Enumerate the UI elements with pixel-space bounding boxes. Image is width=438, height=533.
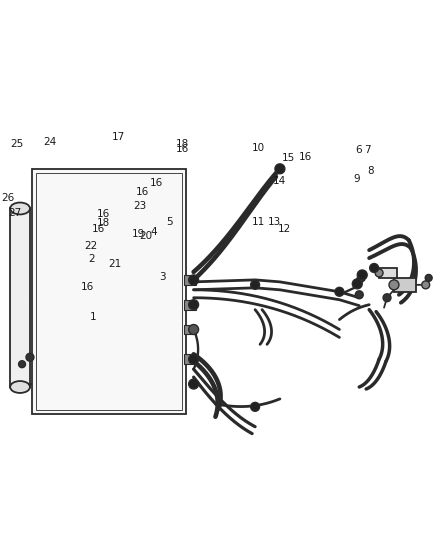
Text: 9: 9 — [353, 174, 360, 184]
Text: 22: 22 — [85, 241, 98, 252]
Text: 16: 16 — [92, 224, 105, 235]
Text: 20: 20 — [139, 231, 152, 241]
Circle shape — [251, 280, 260, 289]
Text: 16: 16 — [81, 281, 95, 292]
Circle shape — [357, 270, 367, 280]
Text: 3: 3 — [159, 272, 166, 282]
Text: 4: 4 — [151, 227, 158, 237]
Bar — [36, 173, 182, 410]
Text: 16: 16 — [96, 208, 110, 219]
Bar — [184, 300, 196, 310]
Circle shape — [355, 291, 363, 298]
Ellipse shape — [10, 381, 30, 393]
Circle shape — [189, 325, 198, 334]
Circle shape — [275, 164, 285, 174]
Bar — [184, 325, 196, 334]
Bar — [10, 208, 30, 387]
Text: 10: 10 — [252, 142, 265, 152]
Circle shape — [383, 294, 391, 302]
Text: 14: 14 — [273, 176, 286, 186]
Text: 6: 6 — [355, 145, 362, 155]
Bar — [32, 169, 186, 414]
Circle shape — [18, 361, 25, 368]
Bar — [394, 278, 416, 292]
Text: 26: 26 — [2, 193, 15, 203]
Circle shape — [422, 281, 430, 289]
Text: 17: 17 — [112, 132, 125, 142]
Text: 16: 16 — [176, 144, 189, 154]
Text: 16: 16 — [135, 188, 149, 198]
Circle shape — [189, 300, 198, 310]
Text: 13: 13 — [268, 216, 281, 227]
Circle shape — [251, 402, 260, 411]
Bar — [184, 275, 196, 285]
Text: 27: 27 — [9, 207, 22, 217]
Text: 5: 5 — [166, 216, 173, 227]
Text: 16: 16 — [150, 178, 163, 188]
Circle shape — [352, 279, 362, 289]
Text: 23: 23 — [134, 201, 147, 211]
Text: 12: 12 — [278, 224, 291, 235]
Circle shape — [375, 269, 383, 277]
Text: 8: 8 — [367, 166, 374, 176]
Text: 18: 18 — [96, 218, 110, 228]
Text: 16: 16 — [298, 152, 311, 162]
Circle shape — [189, 379, 198, 389]
Circle shape — [189, 275, 198, 285]
Text: 11: 11 — [252, 216, 265, 227]
Text: 2: 2 — [88, 254, 95, 264]
Bar — [379, 268, 397, 278]
Text: 21: 21 — [109, 259, 122, 269]
Circle shape — [389, 280, 399, 290]
Ellipse shape — [10, 203, 30, 214]
Text: 19: 19 — [132, 229, 145, 239]
Circle shape — [425, 274, 432, 281]
Circle shape — [189, 354, 198, 364]
Text: 18: 18 — [176, 139, 189, 149]
Circle shape — [335, 287, 344, 296]
Text: 15: 15 — [282, 153, 296, 163]
Circle shape — [370, 263, 378, 272]
Text: 24: 24 — [43, 138, 57, 147]
Text: 7: 7 — [364, 145, 371, 155]
Text: 25: 25 — [10, 139, 23, 149]
Text: 1: 1 — [90, 312, 97, 322]
Circle shape — [26, 353, 34, 361]
Bar — [184, 354, 196, 364]
